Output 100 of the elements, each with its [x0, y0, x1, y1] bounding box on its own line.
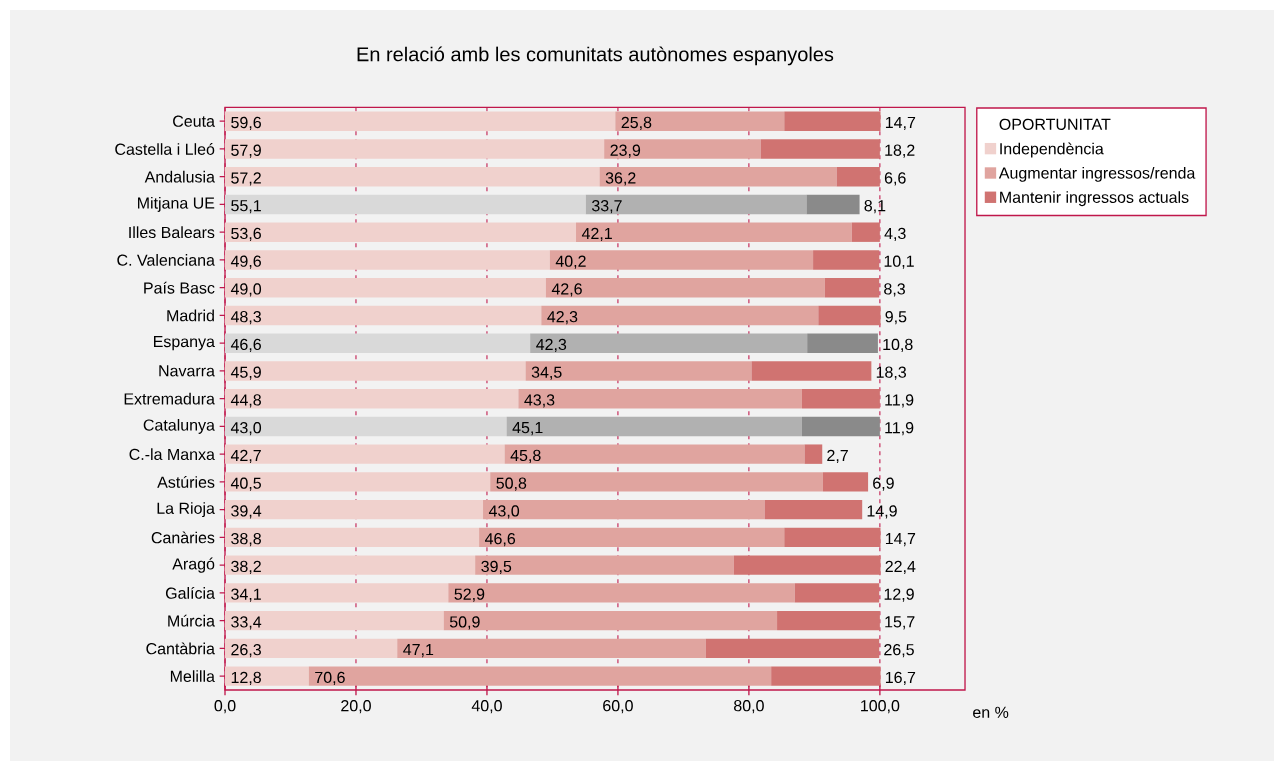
data-label: 43,3: [524, 394, 555, 408]
bar: [225, 666, 309, 686]
bar: [225, 610, 444, 631]
y-tick-label: La Rioja: [157, 502, 215, 518]
bar: [225, 416, 507, 437]
data-label: 70,6: [315, 671, 345, 685]
y-tick-label: Astúries: [157, 475, 215, 488]
data-label: 38,2: [231, 560, 261, 574]
data-label: 49,0: [230, 283, 262, 297]
data-label: 50,9: [449, 616, 480, 630]
data-label: 6,6: [884, 172, 906, 186]
data-label: 11,9: [885, 394, 914, 408]
y-tick-label: Melilla: [170, 670, 215, 682]
data-label: 40,5: [230, 477, 261, 491]
x-tick-label: 60,0: [603, 700, 633, 714]
y-tick-label: C. Valenciana: [117, 254, 215, 266]
bar: [585, 194, 807, 215]
bar: [225, 222, 577, 242]
x-tick-label: 80,0: [734, 700, 764, 714]
data-label: 14,9: [867, 505, 897, 519]
y-tick-label: Múrcia: [168, 614, 215, 627]
bar: [225, 444, 505, 464]
y-tick-label: Catalunya: [143, 418, 215, 434]
bar: [479, 527, 785, 548]
bar: [599, 166, 837, 187]
bar: [518, 388, 802, 409]
bar: [549, 250, 814, 270]
data-label: 11,9: [885, 422, 914, 436]
data-label: 55,1: [231, 200, 261, 214]
data-label: 23,9: [610, 144, 641, 158]
data-label: 44,8: [230, 394, 261, 408]
bar: [784, 527, 881, 548]
y-tick-label: Andalusia: [144, 170, 215, 183]
bar: [813, 250, 880, 270]
y-tick-label: Castella i Lleó: [115, 142, 215, 155]
legend-title: OPORTUNITAT: [999, 118, 1111, 130]
data-label: 15,7: [885, 616, 915, 630]
data-label: 49,6: [230, 255, 261, 269]
bar: [851, 222, 880, 242]
x-tick-label: 20,0: [341, 700, 371, 714]
data-label: 33,7: [591, 200, 622, 214]
bar: [225, 333, 531, 353]
data-label: 34,1: [231, 588, 261, 602]
bar: [751, 361, 872, 381]
bar: [824, 277, 880, 298]
data-label: 14,7: [885, 533, 916, 547]
data-label: 6,9: [873, 477, 894, 491]
bar: [801, 416, 880, 437]
y-tick-label: Cantàbria: [146, 642, 215, 655]
data-label: 53,6: [231, 227, 261, 242]
data-label: 43,0: [230, 422, 262, 436]
data-label: 8,3: [884, 283, 905, 297]
chart-title: En relació amb les comunitats autònomes espanyoles: [357, 46, 834, 66]
bar: [490, 472, 823, 492]
bar: [225, 250, 550, 270]
bar: [225, 583, 449, 603]
data-label: 45,8: [510, 449, 541, 463]
y-tick-label: C.-la Manxa: [129, 448, 215, 461]
bar: [807, 333, 878, 353]
bar: [225, 499, 484, 520]
y-tick-label: País Basc: [144, 281, 215, 294]
legend-label: Independència: [1000, 142, 1104, 158]
x-tick-label: 100,0: [861, 700, 900, 714]
data-label: 10,1: [884, 255, 914, 269]
data-label: 38,8: [231, 533, 261, 547]
data-label: 45,9: [230, 366, 261, 380]
bar: [818, 305, 881, 326]
data-label: 14,7: [885, 116, 916, 130]
bar: [801, 388, 880, 409]
data-label: 16,7: [885, 671, 916, 685]
y-tick-label: Galícia: [165, 586, 215, 599]
data-label: 22,4: [885, 560, 916, 574]
bar: [771, 666, 881, 686]
data-label: 57,9: [231, 144, 261, 158]
data-label: 42,1: [581, 227, 612, 242]
data-label: 42,3: [547, 311, 578, 325]
bar: [525, 361, 752, 381]
bar: [225, 388, 519, 409]
bar: [733, 555, 881, 575]
bar: [308, 666, 772, 686]
bar: [705, 638, 880, 659]
data-label: 4,3: [884, 227, 906, 242]
data-label: 42,3: [536, 338, 567, 353]
data-label: 26,5: [884, 644, 914, 658]
data-label: 8,1: [864, 200, 886, 214]
bar: [225, 139, 605, 159]
bar: [443, 610, 778, 631]
data-label: 9,5: [885, 311, 907, 325]
bar: [530, 333, 808, 353]
bar: [784, 111, 881, 131]
bar: [545, 277, 825, 298]
legend-label: Augmentar ingressos/renda: [998, 166, 1196, 182]
bar: [397, 638, 706, 659]
data-label: 39,5: [481, 560, 512, 574]
data-label: 34,5: [531, 366, 562, 380]
x-tick-label: 0,0: [214, 700, 236, 714]
bar: [225, 166, 600, 187]
bar: [225, 638, 398, 659]
bar: [794, 583, 880, 603]
data-label: 46,6: [230, 338, 261, 353]
